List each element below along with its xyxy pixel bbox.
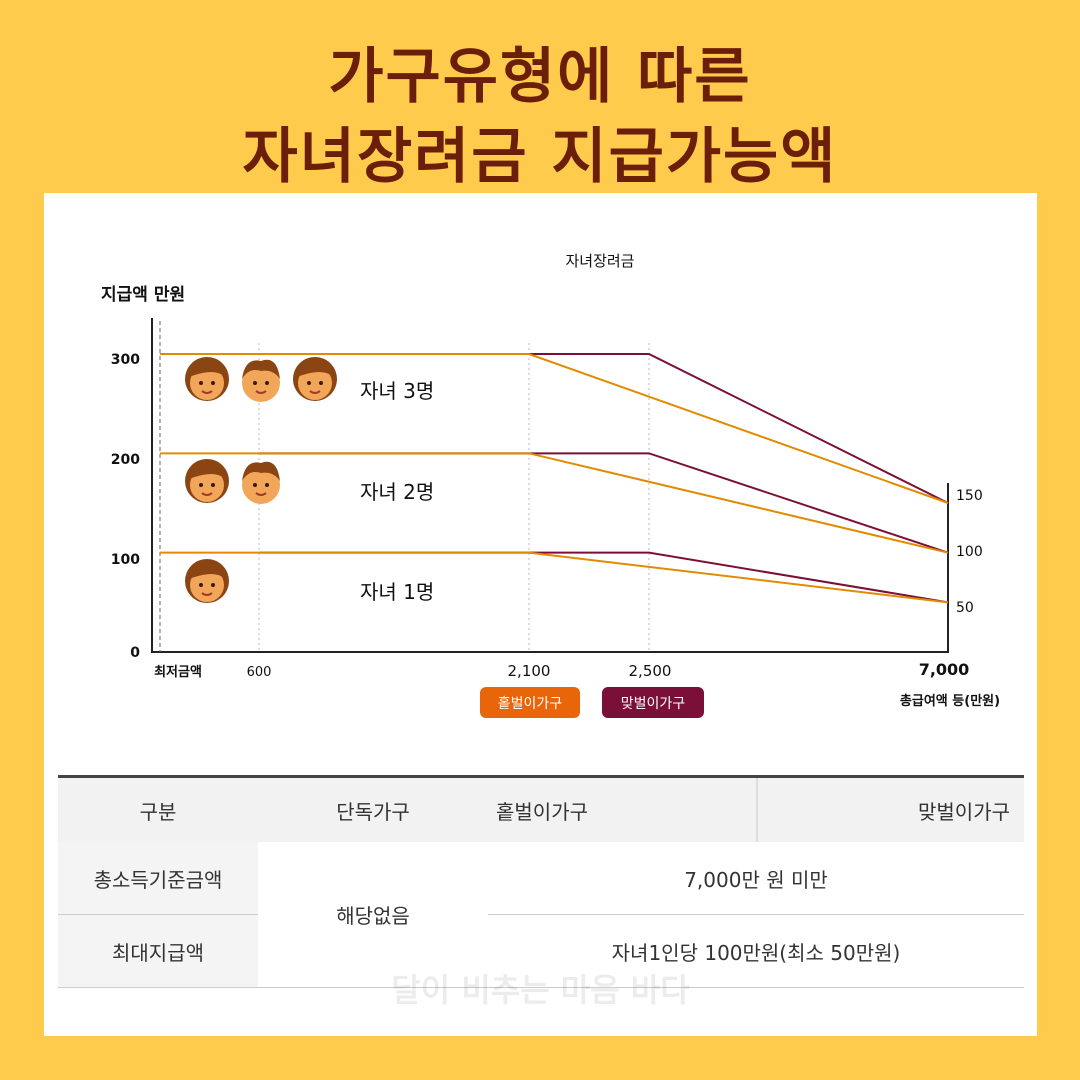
table-row: 총소득기준금액 해당없음 7,000만 원 미만 (58, 842, 1024, 988)
x-tick-7000: 7,000 (919, 660, 970, 679)
x-tick-minimum: 최저금액 (154, 665, 202, 680)
max-amount-value: 자녀1인당 100만원(최소 50만원) (488, 914, 1024, 988)
annotation-1-child: 자녀 1명 (360, 580, 434, 604)
y-axis-label: 지급액 만원 (101, 285, 185, 305)
child-incentive-chart: 자녀장려금 지급액 만원 300 200 100 0 150 100 50 최저… (101, 252, 1000, 718)
child-girl-icon (184, 356, 230, 402)
table-row: 최대지급액 자녀1인당 100만원(최소 50만원) (58, 914, 1024, 988)
child-girl-icon (292, 356, 338, 402)
income-threshold-value: 7,000만 원 미만 (488, 842, 1024, 915)
child-girl-icon (184, 458, 230, 504)
header-category: 구분 (58, 775, 258, 842)
annotation-3-children: 자녀 3명 (360, 379, 434, 403)
content-panel: 자녀장려금 지급액 만원 300 200 100 0 150 100 50 최저… (44, 193, 1037, 1036)
right-tick-150: 150 (956, 488, 983, 504)
single-income-line-1-children (259, 551, 949, 604)
child-boy-icon (241, 460, 281, 505)
child-boy-icon (241, 358, 281, 403)
right-tick-100: 100 (956, 544, 983, 560)
x-tick-2500: 2,500 (629, 662, 672, 680)
x-axis-label: 총급여액 등(만원) (900, 693, 1000, 709)
row-label-income-threshold: 총소득기준금액 (58, 842, 258, 915)
annotation-2-children: 자녀 2명 (360, 480, 434, 504)
table-header-row: 구분 단독가구 홑벌이가구 맞벌이가구 (58, 775, 1024, 842)
y-tick-0: 0 (130, 645, 140, 661)
legend-single-income: 홑벌이가구 (480, 687, 580, 718)
x-tick-600: 600 (247, 665, 272, 680)
watermark: 달이 비추는 마음 바다 (391, 971, 690, 1009)
summary-table: 구분 단독가구 홑벌이가구 맞벌이가구 총소득기준금액 해당없음 7,000만 … (58, 775, 1024, 988)
children-icons (184, 356, 338, 604)
y-tick-100: 100 (111, 552, 140, 568)
single-income-line-3-children (259, 353, 949, 504)
chart-title: 자녀장려금 (565, 252, 634, 270)
right-tick-50: 50 (956, 600, 974, 616)
legend-dual-label: 맞벌이가구 (621, 696, 686, 712)
header-dual-income: 맞벌이가구 (756, 775, 1024, 842)
minimum-level-lines (160, 353, 259, 554)
headline-line2: 자녀장려금 지급가능액 (242, 122, 838, 192)
header-single-income: 홑벌이가구 (488, 775, 757, 842)
header-single-person: 단독가구 (258, 775, 488, 842)
headline-line1: 가구유형에 따른 (328, 42, 752, 112)
y-tick-200: 200 (111, 452, 140, 468)
x-tick-2100: 2,100 (508, 662, 551, 680)
legend-single-label: 홑벌이가구 (498, 696, 563, 712)
y-tick-300: 300 (111, 352, 140, 368)
series-lines (259, 353, 949, 604)
row-label-max-amount: 최대지급액 (58, 914, 258, 988)
child-girl-icon (184, 558, 230, 604)
single-person-value: 해당없음 (258, 842, 488, 988)
legend-dual-income: 맞벌이가구 (602, 687, 704, 718)
single-income-line-2-children (259, 452, 949, 554)
